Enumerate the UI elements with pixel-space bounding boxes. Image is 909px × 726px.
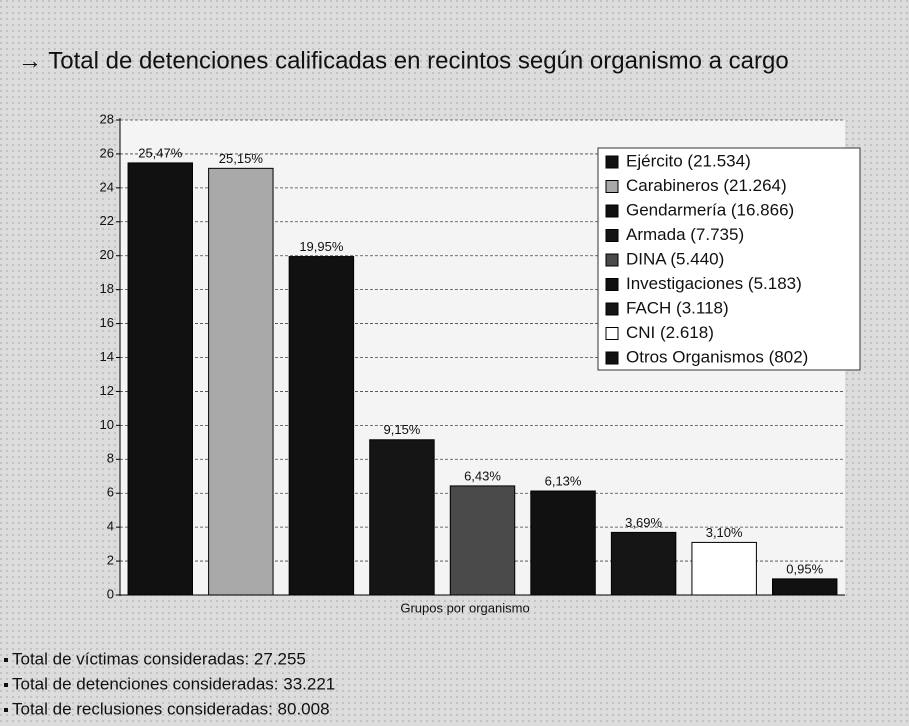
bar bbox=[369, 439, 435, 596]
x-axis-label: Grupos por organismo bbox=[400, 600, 529, 615]
y-tick-label: 22 bbox=[100, 213, 114, 228]
value-label: 6,43% bbox=[464, 468, 501, 483]
y-tick-label: 2 bbox=[107, 553, 114, 568]
bar bbox=[610, 531, 677, 596]
y-tick-label: 0 bbox=[107, 586, 114, 601]
bullet bbox=[4, 708, 8, 712]
bar bbox=[449, 485, 516, 596]
bar bbox=[208, 167, 274, 596]
legend-swatch bbox=[605, 204, 619, 218]
legend-swatch bbox=[605, 327, 619, 340]
legend-label: Ejército (21.534) bbox=[626, 151, 751, 170]
legend-swatch bbox=[605, 229, 619, 242]
legend-label: Gendarmería (16.866) bbox=[626, 200, 794, 219]
bullet bbox=[4, 683, 8, 687]
y-tick-label: 18 bbox=[100, 281, 114, 296]
value-label: 0,95% bbox=[786, 561, 823, 576]
value-label: 19,95% bbox=[299, 239, 344, 254]
y-tick-label: 10 bbox=[100, 417, 114, 432]
legend-label: Otros Organismos (802) bbox=[626, 347, 808, 366]
bar bbox=[530, 490, 596, 596]
legend-swatch bbox=[605, 351, 619, 365]
bullet bbox=[4, 658, 8, 662]
legend-swatch bbox=[605, 253, 619, 267]
note: Total de detenciones consideradas: 33.22… bbox=[12, 674, 335, 693]
value-label: 25,15% bbox=[219, 151, 264, 166]
legend-swatch bbox=[605, 278, 619, 291]
note: Total de reclusiones consideradas: 80.00… bbox=[12, 699, 330, 718]
legend-label: DINA (5.440) bbox=[626, 249, 724, 268]
note: Total de víctimas consideradas: 27.255 bbox=[12, 649, 306, 668]
legend-label: Investigaciones (5.183) bbox=[626, 274, 802, 293]
legend-label: CNI (2.618) bbox=[626, 323, 714, 342]
legend-label: Armada (7.735) bbox=[626, 225, 744, 244]
legend-swatch bbox=[605, 180, 619, 193]
y-tick-label: 16 bbox=[100, 315, 114, 330]
y-tick-label: 14 bbox=[100, 349, 114, 364]
y-tick-label: 24 bbox=[100, 179, 114, 194]
y-tick-label: 26 bbox=[100, 145, 114, 160]
value-label: 3,69% bbox=[625, 515, 662, 530]
value-label: 6,13% bbox=[545, 473, 582, 488]
value-label: 9,15% bbox=[384, 422, 421, 437]
y-tick-label: 12 bbox=[100, 383, 114, 398]
bar bbox=[691, 541, 757, 596]
y-tick-label: 6 bbox=[107, 485, 114, 500]
chart-title: → Total de detenciones calificadas en re… bbox=[18, 47, 789, 74]
bar bbox=[288, 256, 355, 596]
bar bbox=[127, 162, 193, 596]
y-tick-label: 4 bbox=[107, 519, 114, 534]
legend-swatch bbox=[605, 302, 619, 316]
bar bbox=[772, 578, 838, 596]
y-tick-label: 8 bbox=[107, 451, 114, 466]
y-tick-label: 20 bbox=[100, 247, 114, 262]
value-label: 3,10% bbox=[706, 525, 743, 540]
legend-box bbox=[597, 147, 861, 371]
value-label: 25,47% bbox=[138, 145, 183, 160]
legend-swatch bbox=[605, 155, 619, 169]
y-tick-label: 28 bbox=[100, 111, 114, 126]
legend-label: FACH (3.118) bbox=[626, 298, 729, 317]
legend-label: Carabineros (21.264) bbox=[626, 176, 787, 195]
